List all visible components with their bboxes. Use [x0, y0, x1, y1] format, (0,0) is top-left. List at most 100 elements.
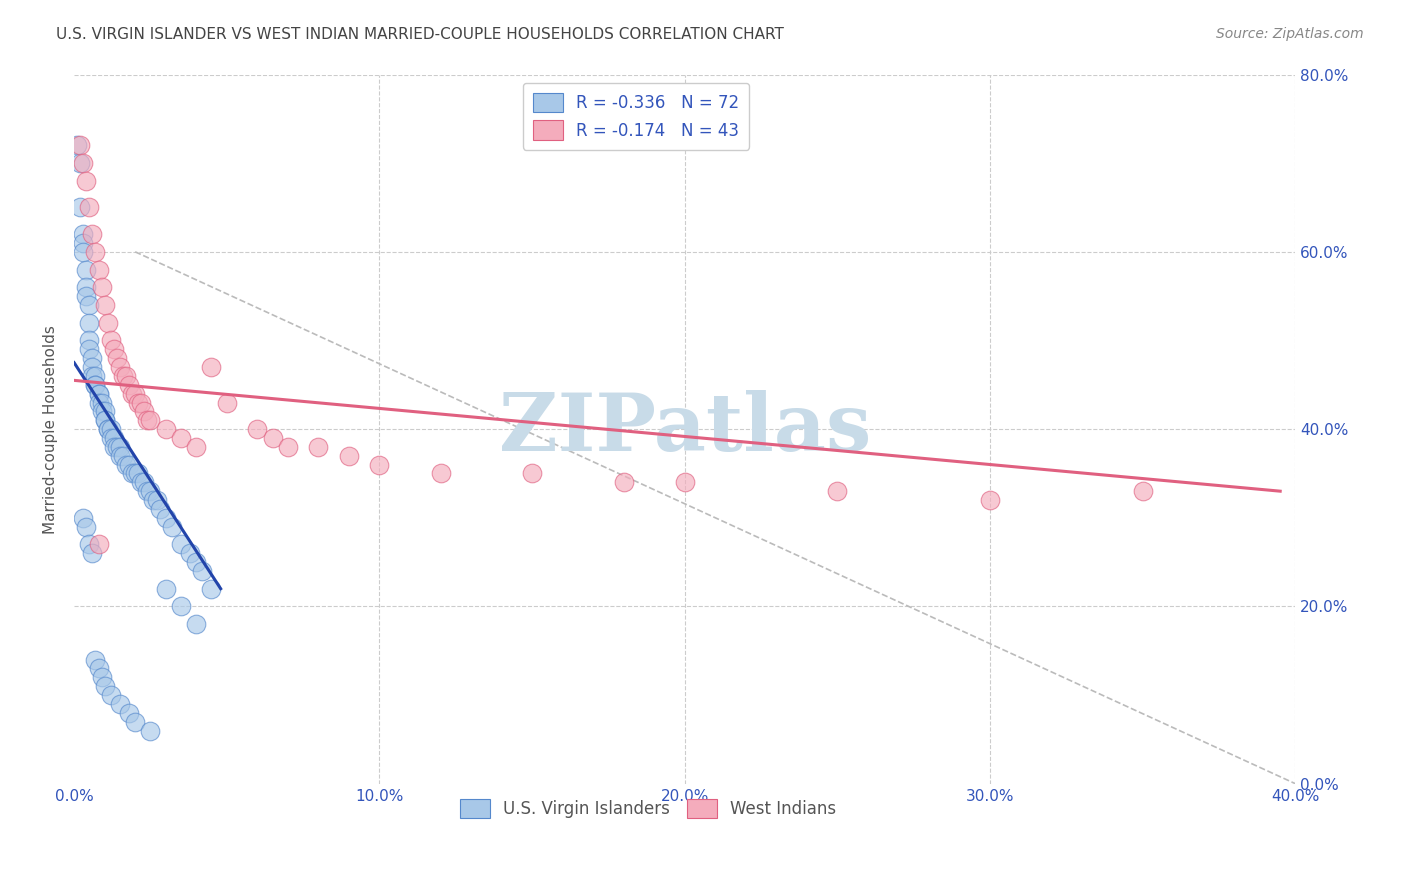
Point: [149, 502, 172, 516]
Point: [75, 280, 97, 294]
Point: [186, 440, 208, 454]
Point: [108, 449, 131, 463]
Point: [100, 422, 122, 436]
Y-axis label: Married-couple Households: Married-couple Households: [44, 325, 58, 533]
Point: [139, 484, 162, 499]
Point: [121, 467, 143, 481]
Point: [79, 201, 101, 215]
Point: [103, 343, 125, 357]
Point: [139, 723, 162, 738]
Text: ZIPatlas: ZIPatlas: [499, 390, 870, 468]
Point: [108, 440, 131, 454]
Point: [115, 368, 138, 383]
Point: [979, 493, 1001, 508]
Point: [129, 395, 152, 409]
Point: [145, 493, 167, 508]
Point: [87, 537, 110, 551]
Point: [111, 368, 134, 383]
Point: [69, 138, 91, 153]
Point: [215, 395, 238, 409]
Point: [139, 413, 162, 427]
Point: [100, 688, 122, 702]
Point: [127, 467, 149, 481]
Point: [97, 422, 120, 436]
Text: U.S. VIRGIN ISLANDER VS WEST INDIAN MARRIED-COUPLE HOUSEHOLDS CORRELATION CHART: U.S. VIRGIN ISLANDER VS WEST INDIAN MARR…: [56, 27, 785, 42]
Point: [87, 262, 110, 277]
Point: [170, 599, 193, 614]
Point: [118, 458, 141, 472]
Point: [105, 351, 128, 366]
Point: [1132, 484, 1154, 499]
Point: [129, 475, 152, 490]
Point: [111, 449, 134, 463]
Point: [93, 404, 115, 418]
Point: [93, 413, 115, 427]
Point: [75, 262, 97, 277]
Point: [79, 298, 101, 312]
Point: [87, 386, 110, 401]
Point: [75, 174, 97, 188]
Point: [115, 458, 138, 472]
Point: [121, 386, 143, 401]
Point: [97, 422, 120, 436]
Point: [134, 475, 156, 490]
Point: [108, 360, 131, 375]
Point: [82, 360, 104, 375]
Point: [72, 510, 94, 524]
Point: [368, 458, 391, 472]
Point: [124, 386, 146, 401]
Point: [170, 537, 193, 551]
Point: [307, 440, 329, 454]
Point: [87, 661, 110, 675]
Point: [520, 467, 543, 481]
Point: [186, 617, 208, 632]
Point: [105, 440, 128, 454]
Point: [72, 244, 94, 259]
Point: [82, 368, 104, 383]
Point: [84, 377, 107, 392]
Point: [170, 431, 193, 445]
Point: [72, 235, 94, 250]
Point: [79, 334, 101, 348]
Point: [69, 201, 91, 215]
Point: [90, 404, 112, 418]
Point: [82, 227, 104, 241]
Point: [136, 413, 159, 427]
Point: [262, 431, 284, 445]
Point: [246, 422, 269, 436]
Point: [90, 395, 112, 409]
Point: [93, 298, 115, 312]
Point: [100, 431, 122, 445]
Point: [87, 386, 110, 401]
Point: [90, 670, 112, 684]
Point: [155, 422, 177, 436]
Point: [75, 289, 97, 303]
Point: [191, 564, 214, 578]
Point: [200, 582, 222, 596]
Point: [97, 316, 120, 330]
Point: [124, 714, 146, 729]
Point: [827, 484, 849, 499]
Point: [136, 484, 159, 499]
Point: [79, 537, 101, 551]
Point: [90, 280, 112, 294]
Point: [84, 377, 107, 392]
Point: [160, 519, 183, 533]
Point: [79, 316, 101, 330]
Point: [100, 334, 122, 348]
Point: [66, 138, 89, 153]
Point: [186, 555, 208, 569]
Point: [84, 652, 107, 666]
Point: [93, 679, 115, 693]
Text: Source: ZipAtlas.com: Source: ZipAtlas.com: [1216, 27, 1364, 41]
Point: [82, 546, 104, 560]
Point: [124, 467, 146, 481]
Point: [118, 706, 141, 720]
Point: [127, 395, 149, 409]
Point: [118, 377, 141, 392]
Point: [82, 351, 104, 366]
Point: [72, 156, 94, 170]
Point: [613, 475, 636, 490]
Point: [79, 343, 101, 357]
Point: [84, 368, 107, 383]
